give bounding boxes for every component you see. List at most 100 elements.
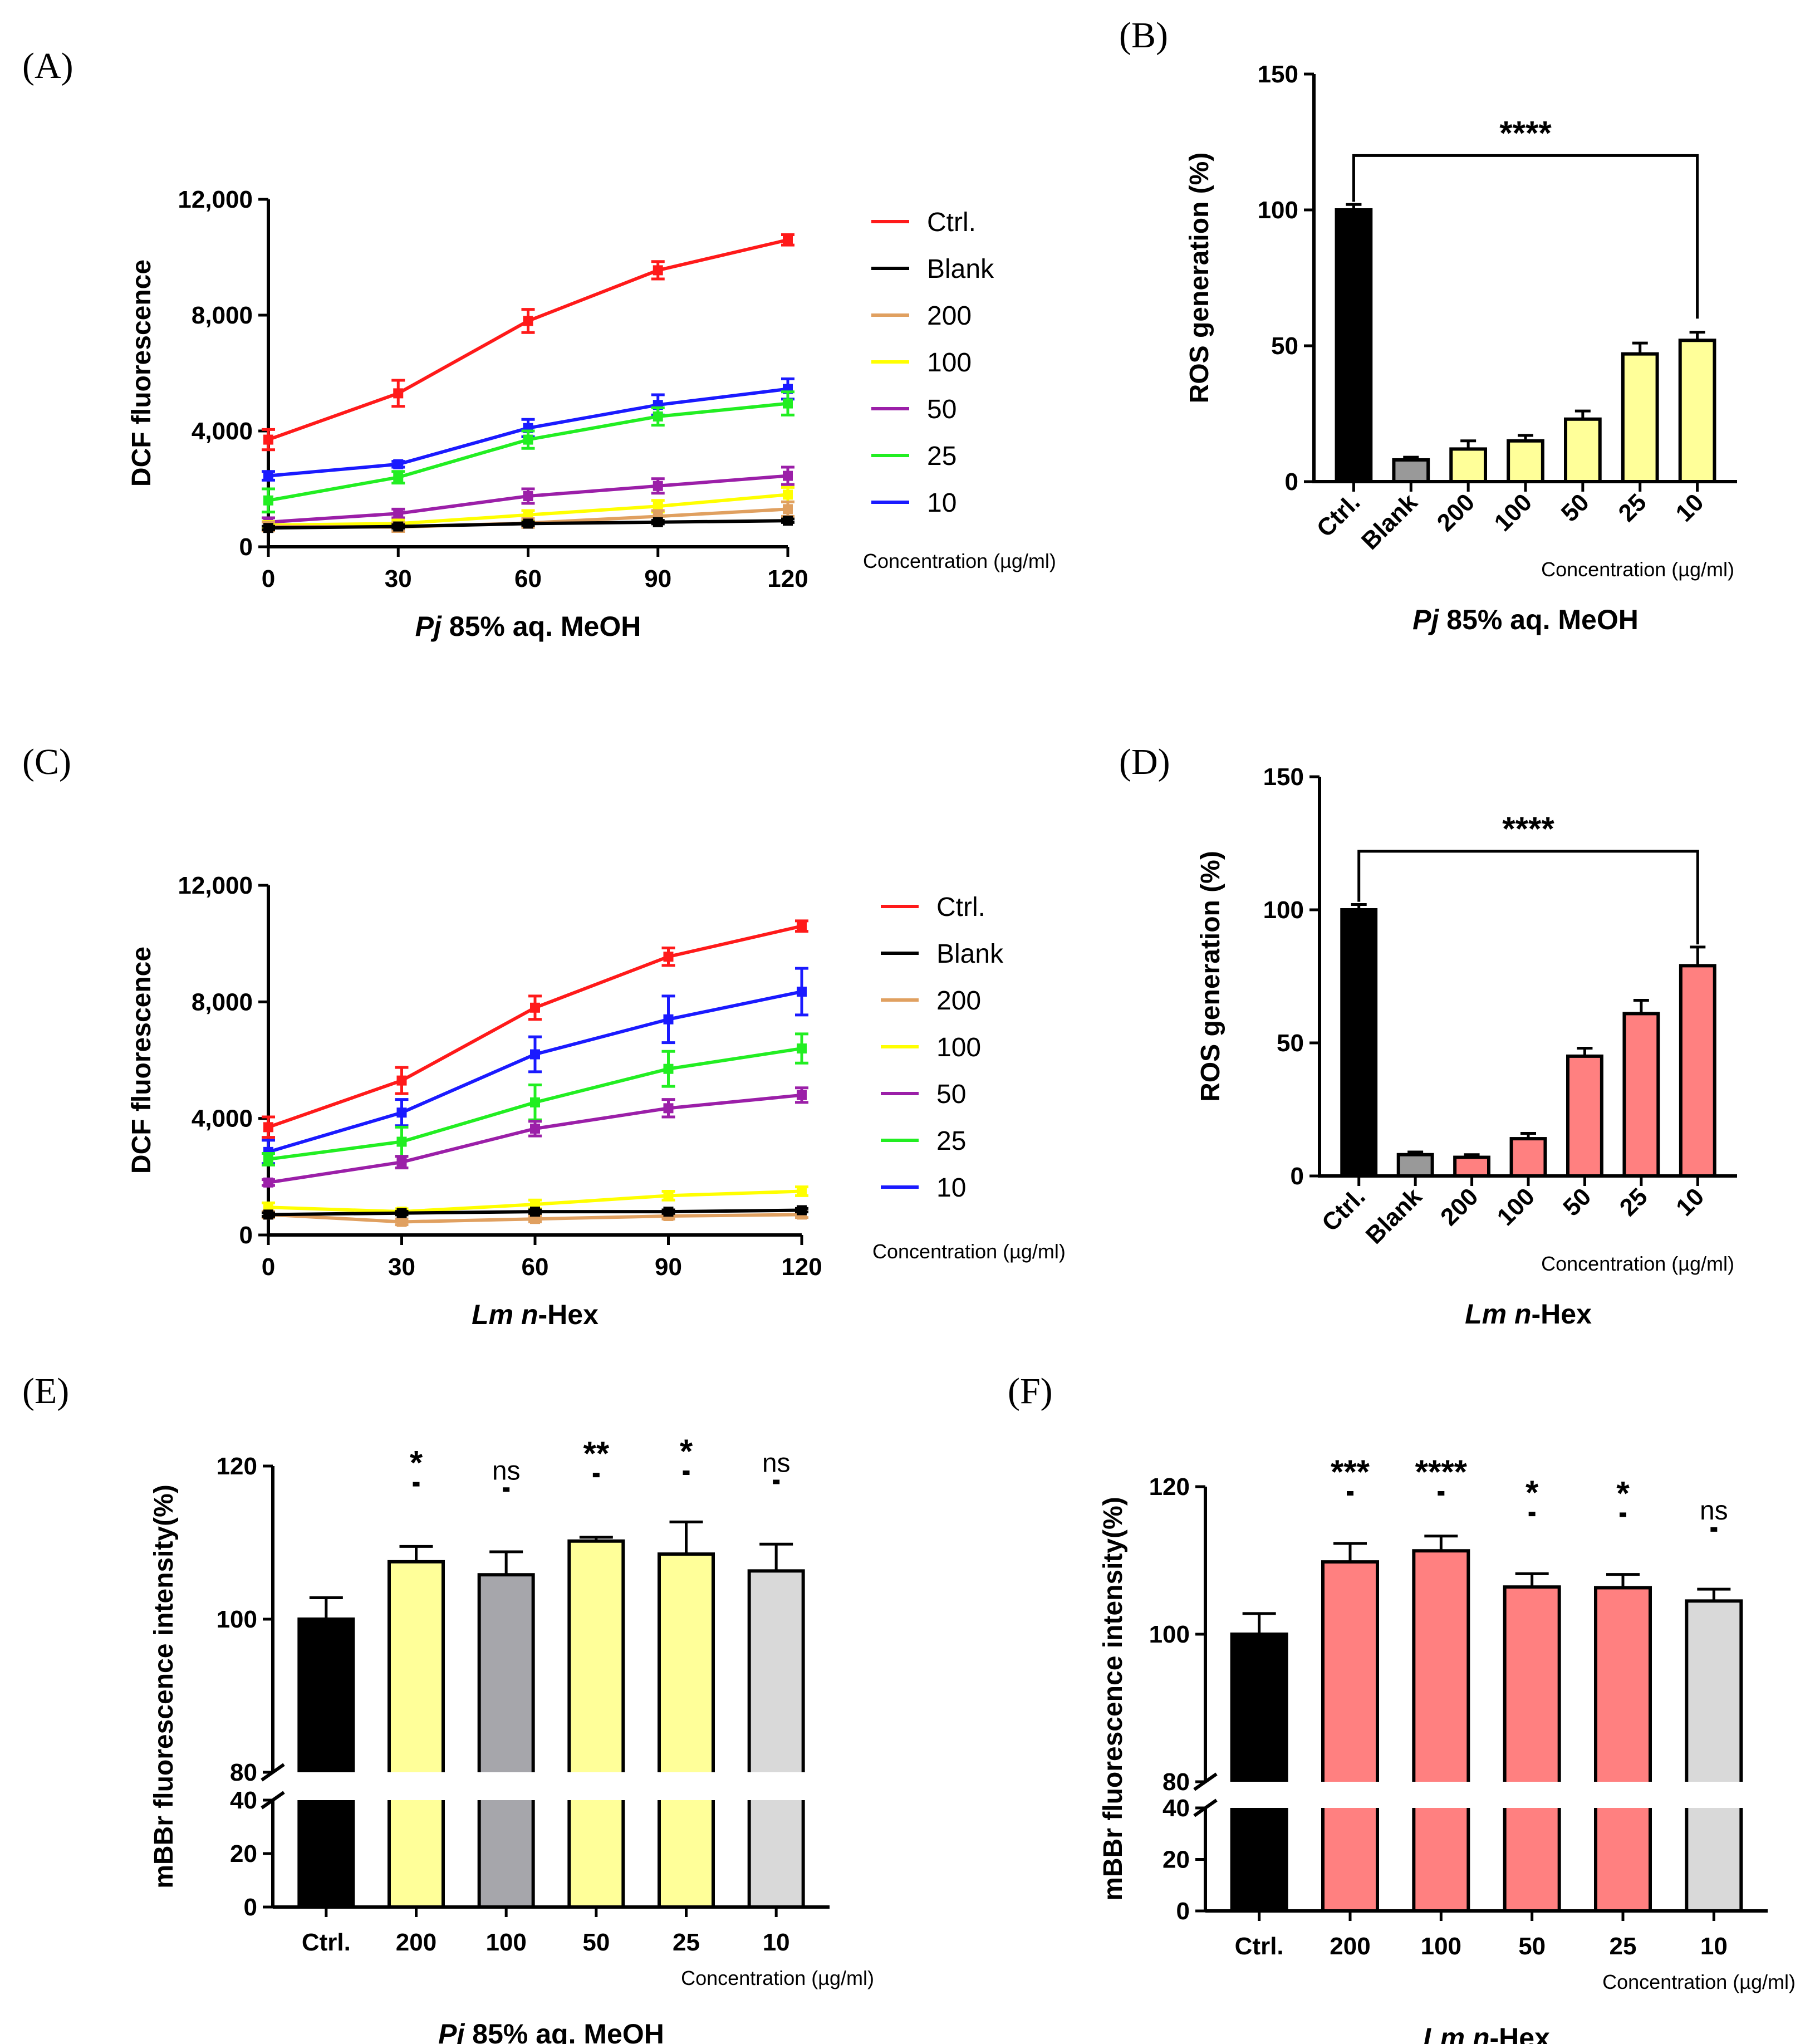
x-tick-label: 50 xyxy=(1558,1183,1596,1221)
concentration-label: Concentration (µg/ml) xyxy=(1541,1252,1734,1275)
y-tick-label: 8,000 xyxy=(192,988,253,1016)
data-point xyxy=(393,388,404,399)
y-tick-label: 20 xyxy=(1162,1846,1190,1874)
data-point xyxy=(653,411,663,421)
panel-label: (F) xyxy=(1008,1371,1053,1411)
y-axis-label: mBBr fluorescence intensity(%) xyxy=(1098,1497,1128,1901)
bar-100 xyxy=(1509,1137,1547,1178)
y-tick-label: 4,000 xyxy=(192,1105,253,1133)
y-tick-label: 80 xyxy=(230,1759,257,1786)
data-point xyxy=(783,504,793,514)
bar-200-upper xyxy=(1323,1562,1377,1782)
bar-200 xyxy=(1453,1155,1490,1178)
x-tick-label: 120 xyxy=(781,1253,822,1281)
series-Blank xyxy=(262,1205,808,1220)
significance-dash xyxy=(1528,1512,1536,1517)
panel-label: (A) xyxy=(22,46,73,86)
significance-dash xyxy=(592,1473,600,1478)
panel-c-line-chart: (C) 0 4,000 8,000 12,000 0 30 60 90 120 DCF fluor… xyxy=(22,742,1066,1330)
bar-100-lower xyxy=(479,1800,533,1907)
legend-entry: 25 xyxy=(927,442,956,471)
legend-entry: Blank xyxy=(927,254,994,284)
data-point xyxy=(663,1103,674,1114)
significance-label: ns xyxy=(762,1449,791,1478)
data-point xyxy=(783,516,793,526)
data-point xyxy=(393,459,404,469)
bar-10 xyxy=(1678,339,1716,483)
x-tick-label: 10 xyxy=(1671,1183,1709,1221)
significance-dash xyxy=(773,1479,780,1484)
panel-label: (B) xyxy=(1119,15,1168,56)
x-tick-label: 50 xyxy=(1556,488,1595,527)
significance-label: * xyxy=(1616,1474,1630,1512)
y-tick-label: 0 xyxy=(1285,468,1298,496)
bar-10-lower xyxy=(1686,1808,1742,1911)
significance-dash xyxy=(1347,1491,1353,1496)
x-tick-label: 0 xyxy=(262,1253,275,1281)
bar-Ctrl. xyxy=(1340,908,1378,1178)
legend-entry: 100 xyxy=(927,348,972,378)
bar-10 xyxy=(1679,964,1716,1178)
x-tick-label: 25 xyxy=(1610,1933,1637,1960)
bar-100 xyxy=(1507,439,1544,483)
data-point xyxy=(663,1207,674,1217)
concentration-label: Concentration (µg/ml) xyxy=(1602,1971,1796,1993)
significance-bracket xyxy=(1352,154,1699,319)
data-point xyxy=(523,434,533,445)
y-tick-label: 0 xyxy=(239,1222,253,1249)
y-axis-label: ROS generation (%) xyxy=(1196,851,1225,1102)
data-point xyxy=(523,518,533,529)
data-point xyxy=(530,1097,540,1107)
y-tick-label: 0 xyxy=(1291,1163,1304,1190)
bar-Ctrl.-upper xyxy=(299,1619,354,1772)
x-tick-label: 50 xyxy=(582,1929,610,1956)
data-point xyxy=(263,1209,273,1220)
x-tick-label: 120 xyxy=(767,565,808,592)
data-point xyxy=(263,495,273,506)
x-axis-label: Lm n-Hex xyxy=(472,1299,599,1330)
series-Blank xyxy=(262,516,794,533)
legend-entry: 10 xyxy=(927,488,956,518)
x-tick-label: 90 xyxy=(644,565,671,592)
x-tick-label: 60 xyxy=(522,1253,549,1281)
x-tick-label: 100 xyxy=(485,1929,526,1956)
data-point xyxy=(783,234,793,245)
data-point xyxy=(396,1107,407,1118)
bar-50 xyxy=(1566,1054,1603,1178)
y-tick-label: 120 xyxy=(1149,1473,1190,1501)
x-tick-label: Ctrl. xyxy=(1235,1933,1284,1960)
bar-200-lower xyxy=(389,1800,443,1907)
y-tick-label: 80 xyxy=(1162,1768,1190,1796)
y-axis-label: DCF fluorescence xyxy=(127,947,156,1174)
legend-entry: 200 xyxy=(936,986,981,1016)
x-tick-label: 200 xyxy=(1432,488,1480,537)
data-point xyxy=(263,1154,273,1164)
bar-25 xyxy=(1621,352,1659,484)
data-point xyxy=(797,1205,807,1215)
y-tick-label: 100 xyxy=(1263,896,1304,924)
x-tick-label: 100 xyxy=(1489,488,1538,537)
data-point xyxy=(783,489,793,500)
data-point xyxy=(663,1190,674,1201)
x-tick-label: 100 xyxy=(1492,1183,1541,1231)
y-tick-label: 100 xyxy=(217,1606,257,1633)
legend-entry: Ctrl. xyxy=(936,893,985,922)
data-point xyxy=(523,491,533,501)
x-tick-label: 10 xyxy=(1700,1933,1728,1960)
x-tick-label: 30 xyxy=(385,565,412,592)
x-tick-label: 200 xyxy=(1435,1183,1484,1231)
y-tick-label: 0 xyxy=(1176,1898,1190,1925)
legend-entry: 100 xyxy=(936,1033,981,1062)
x-tick-label: 10 xyxy=(763,1929,790,1956)
data-point xyxy=(393,472,404,483)
bar-Blank xyxy=(1392,458,1430,484)
significance-label: **** xyxy=(1499,114,1552,151)
y-tick-label: 120 xyxy=(217,1453,257,1480)
bar-10-upper xyxy=(1686,1601,1742,1782)
y-tick-label: 20 xyxy=(230,1840,257,1867)
significance-bracket xyxy=(1357,850,1699,945)
